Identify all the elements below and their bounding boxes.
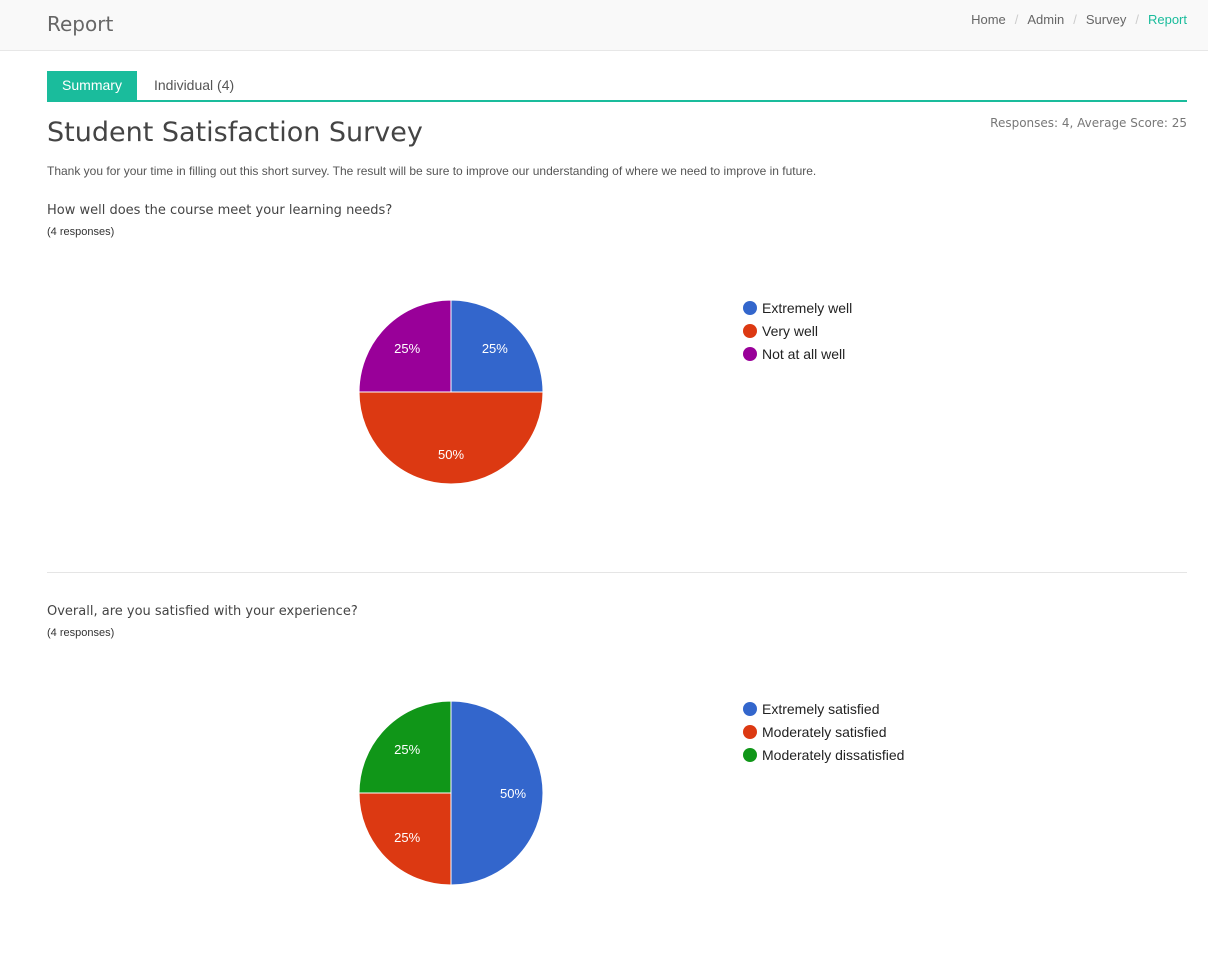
tab-individual[interactable]: Individual (4) xyxy=(154,77,235,93)
legend-item[interactable]: Moderately satisfied xyxy=(743,720,904,743)
legend-label: Extremely well xyxy=(762,299,853,316)
legend-label: Very well xyxy=(762,322,819,339)
question-2-text: Overall, are you satisfied with your exp… xyxy=(47,604,358,619)
pie-slice-3[interactable] xyxy=(358,299,452,393)
legend-swatch-red xyxy=(743,724,757,739)
legend-swatch-purple xyxy=(743,346,757,361)
pie-slice-3[interactable] xyxy=(358,700,452,794)
pie-slice-label-3: 25% xyxy=(394,742,420,757)
question-1-response-count: (4 responses) xyxy=(47,226,115,238)
pie-slice-1[interactable] xyxy=(450,299,544,393)
survey-description: Thank you for your time in filling out t… xyxy=(47,164,817,178)
question-2-response-count: (4 responses) xyxy=(47,627,115,639)
legend-item[interactable]: Moderately dissatisfied xyxy=(743,743,904,766)
legend-item[interactable]: Not at all well xyxy=(743,342,852,365)
breadcrumb-survey[interactable]: Survey xyxy=(1085,12,1127,27)
survey-title: Student Satisfaction Survey xyxy=(47,117,423,148)
page-header-title: Report xyxy=(47,12,114,36)
legend-swatch-blue xyxy=(743,701,757,716)
legend-item[interactable]: Extremely satisfied xyxy=(743,697,904,720)
breadcrumb-separator: / xyxy=(1014,12,1019,27)
breadcrumb-separator: / xyxy=(1073,12,1077,27)
report-tabs: Summary Individual (4) xyxy=(47,71,1187,102)
top-header: Report Home / Admin / Survey / Report xyxy=(0,0,1208,51)
question-2-pie-chart: 50% 25% 25% xyxy=(358,700,544,886)
legend-label: Extremely satisfied xyxy=(762,700,880,717)
pie-slice-label-2: 50% xyxy=(438,447,464,462)
legend-item[interactable]: Extremely well xyxy=(743,296,852,319)
breadcrumb-report: Report xyxy=(1147,12,1187,27)
tab-summary[interactable]: Summary xyxy=(47,71,137,100)
responses-summary: Responses: 4, Average Score: 25 xyxy=(990,116,1187,130)
legend-swatch-blue xyxy=(743,300,757,315)
question-1-legend: Extremely well Very well Not at all well xyxy=(743,296,852,365)
legend-label: Moderately satisfied xyxy=(762,723,887,740)
breadcrumb-admin[interactable]: Admin xyxy=(1027,12,1065,27)
pie-slice-label-1: 50% xyxy=(500,786,526,801)
section-divider xyxy=(47,572,1187,573)
breadcrumb-separator: / xyxy=(1135,12,1139,27)
pie-slice-label-1: 25% xyxy=(482,341,508,356)
legend-label: Not at all well xyxy=(762,345,846,362)
question-2-legend: Extremely satisfied Moderately satisfied… xyxy=(743,697,904,766)
pie-slice-label-2: 25% xyxy=(394,830,420,845)
legend-swatch-green xyxy=(743,747,757,762)
legend-label: Moderately dissatisfied xyxy=(762,746,905,763)
breadcrumb: Home / Admin / Survey / Report xyxy=(971,12,1187,27)
pie-slice-label-3: 25% xyxy=(394,341,420,356)
legend-item[interactable]: Very well xyxy=(743,319,852,342)
question-1-text: How well does the course meet your learn… xyxy=(47,203,393,218)
breadcrumb-home[interactable]: Home xyxy=(971,12,1006,27)
legend-swatch-red xyxy=(743,323,757,338)
pie-slice-2[interactable] xyxy=(358,792,452,886)
question-1-pie-chart: 25% 50% 25% xyxy=(358,299,544,485)
pie-slice-2[interactable] xyxy=(358,391,544,485)
pie-slice-1[interactable] xyxy=(450,700,544,886)
